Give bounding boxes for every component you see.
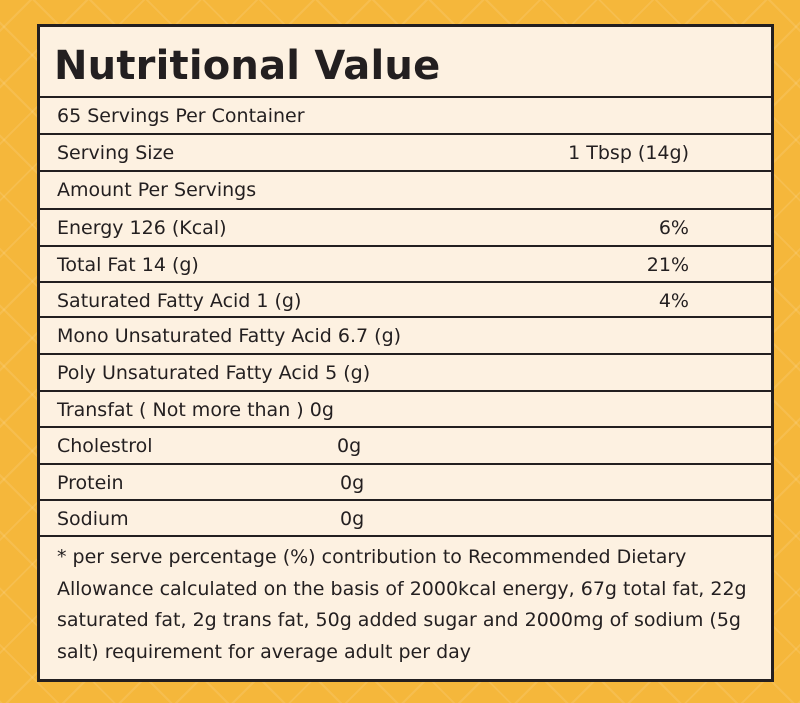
divider [40,170,771,172]
row-label: 65 Servings Per Container [57,104,305,127]
nutrition-panel: Nutritional Value 65 Servings Per Contai… [37,24,774,682]
row-value: 1 Tbsp (14g) [568,141,689,164]
row-serving-size: Serving Size 1 Tbsp (14g) [40,135,771,170]
row-value: 4% [658,289,689,312]
row-sodium: Sodium 0g [40,501,771,536]
row-cholestrol: Cholestrol 0g [40,428,771,463]
row-saturated-fatty-acid: Saturated Fatty Acid 1 (g) 4% [40,283,771,318]
divider [40,281,771,283]
divider [40,463,771,465]
row-value: 0g [340,471,365,494]
row-label: Amount Per Servings [57,178,257,201]
row-poly-unsaturated: Poly Unsaturated Fatty Acid 5 (g) [40,355,771,390]
row-total-fat: Total Fat 14 (g) 21% [40,247,771,282]
row-label: Sodium [57,507,129,530]
row-label: Energy 126 (Kcal) [57,216,227,239]
row-value: 6% [658,216,689,239]
row-value: 0g [340,507,365,530]
row-label: Total Fat 14 (g) [57,253,199,276]
row-transfat: Transfat ( Not more than ) 0g [40,392,771,427]
divider [40,245,771,247]
row-label: Saturated Fatty Acid 1 (g) [57,289,302,312]
divider [40,390,771,392]
row-label: Serving Size [57,141,175,164]
row-energy: Energy 126 (Kcal) 6% [40,210,771,245]
row-label: Poly Unsaturated Fatty Acid 5 (g) [57,361,371,384]
panel-title: Nutritional Value [54,43,441,89]
divider [40,426,771,428]
divider [40,316,771,318]
row-value: 21% [646,253,689,276]
divider [40,499,771,501]
row-label: Protein [57,471,124,494]
row-protein: Protein 0g [40,465,771,500]
row-label: Transfat ( Not more than ) 0g [57,398,334,421]
row-value: 0g [337,434,362,457]
row-mono-unsaturated: Mono Unsaturated Fatty Acid 6.7 (g) [40,318,771,353]
divider [40,208,771,210]
row-amount-per-servings: Amount Per Servings [40,172,771,207]
divider [40,535,771,537]
row-label: Cholestrol [57,434,153,457]
footnote: * per serve percentage (%) contribution … [57,546,747,663]
row-label: Mono Unsaturated Fatty Acid 6.7 (g) [57,324,402,347]
divider [40,353,771,355]
divider [40,96,771,98]
divider [40,133,771,135]
row-servings-per-container: 65 Servings Per Container [40,98,771,133]
